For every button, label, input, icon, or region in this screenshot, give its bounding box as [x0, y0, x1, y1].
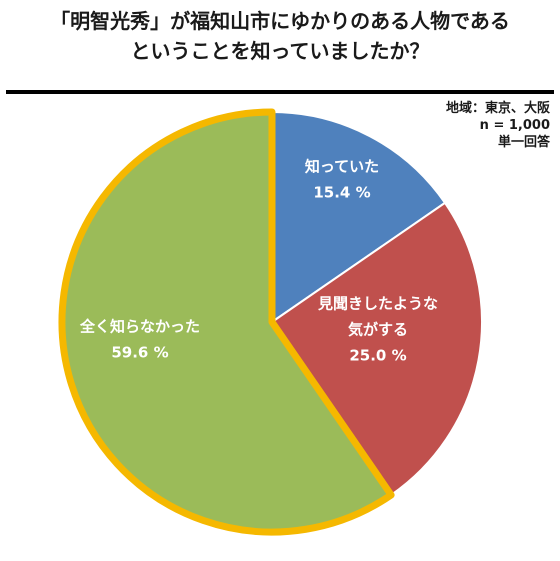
slice-value-label: 25.0 % — [349, 347, 406, 365]
survey-region: 地域：東京、大阪 — [445, 101, 550, 116]
title-line-2: ということを知っていましたか？ — [130, 39, 430, 63]
slice-heard-of — [270, 201, 483, 497]
slice-category-label: 全く知らなかった — [79, 318, 200, 336]
slice-label-group: 知っていた 15.4 % — [305, 158, 379, 202]
title-line-1: 「明智光秀」が福知山市にゆかりのある人物である — [50, 9, 510, 33]
slice-highlight-outline — [58, 108, 395, 536]
slice-value-label: 15.4 % — [313, 184, 370, 202]
chart-title: 「明智光秀」が福知山市にゆかりのある人物である ということを知っていましたか？ — [0, 6, 560, 66]
slice-knew — [271, 110, 447, 324]
slice-category-label: 気がする — [348, 321, 408, 339]
survey-answer-type: 単一回答 — [497, 135, 550, 150]
title-divider — [6, 90, 554, 94]
slice-category-label: 見聞きしたような — [317, 295, 438, 313]
slice-value-label: 59.6 % — [111, 344, 168, 362]
slice-label-group: 全く知らなかった 59.6 % — [79, 318, 200, 362]
survey-sample-size: n = 1,000 — [479, 118, 550, 133]
survey-info: 地域：東京、大阪 n = 1,000 単一回答 — [446, 100, 550, 151]
slice-category-label: 知っていた — [305, 158, 379, 176]
